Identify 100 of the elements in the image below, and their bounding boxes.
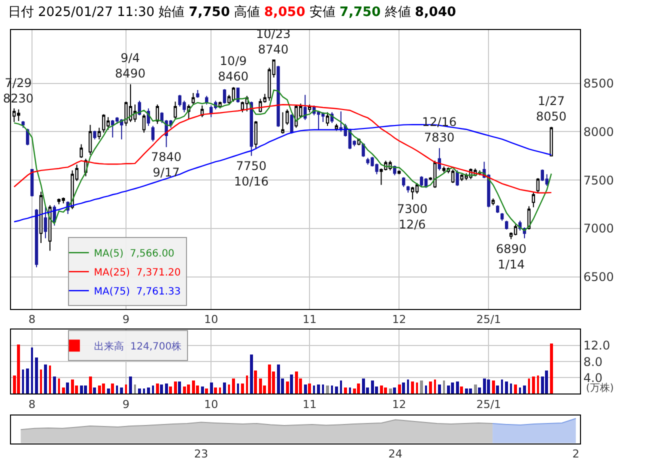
candlestick — [398, 170, 401, 175]
bar — [241, 383, 244, 394]
bar — [138, 388, 141, 394]
bar — [228, 384, 230, 394]
bar — [286, 381, 289, 394]
candlestick — [151, 125, 155, 142]
bar — [214, 387, 217, 394]
candlestick — [487, 174, 490, 208]
bar — [447, 385, 450, 394]
y-tick-label: 8.0 — [583, 354, 602, 369]
bar — [380, 385, 383, 394]
candlestick — [98, 127, 101, 140]
x-tick-label: 25/1 — [476, 398, 502, 411]
y-axis-title: (万株) — [586, 382, 614, 394]
bar — [31, 347, 33, 394]
bar — [528, 378, 530, 394]
bar — [129, 376, 132, 394]
x-tick-label: 11 — [302, 398, 317, 411]
bar — [169, 386, 172, 394]
y-tick-label: 7500 — [583, 173, 614, 188]
candlestick — [80, 144, 83, 158]
bar — [451, 382, 454, 394]
bar — [425, 385, 427, 394]
bar — [62, 387, 65, 394]
y-tick-label: 4.0 — [583, 370, 602, 385]
bar — [514, 384, 517, 394]
annotation: 7300 12/6 — [397, 202, 428, 232]
candlestick — [290, 114, 294, 134]
bar — [398, 384, 401, 394]
bar — [523, 385, 526, 394]
candlestick — [326, 112, 330, 126]
bar — [58, 378, 60, 394]
bar — [492, 380, 495, 394]
bar — [407, 379, 409, 394]
candlestick — [222, 88, 226, 104]
bar — [357, 383, 360, 394]
bar — [205, 388, 208, 394]
x-tick-label: 23 — [194, 447, 208, 460]
candlestick — [142, 114, 146, 134]
bar — [326, 385, 329, 394]
bar — [250, 354, 253, 394]
bar — [478, 387, 481, 394]
bar — [107, 388, 110, 394]
bar — [125, 384, 127, 394]
bar — [174, 381, 177, 394]
bar — [344, 387, 347, 394]
bar — [537, 375, 539, 394]
bar — [331, 385, 333, 394]
candlestick — [500, 212, 504, 222]
candlestick — [438, 148, 442, 171]
candlestick — [496, 204, 500, 214]
bar — [268, 364, 271, 394]
bar — [438, 384, 441, 394]
bar — [35, 357, 38, 394]
bar — [474, 384, 477, 394]
bar — [223, 382, 226, 394]
candlestick — [545, 174, 548, 186]
bar — [178, 381, 181, 394]
bar — [143, 388, 145, 394]
bar — [120, 387, 123, 394]
bar — [147, 387, 150, 394]
x-tick-label: 24 — [388, 447, 402, 460]
x-tick-label: 10 — [204, 313, 218, 326]
bar — [160, 384, 163, 394]
bar — [416, 382, 418, 394]
bar — [187, 384, 190, 394]
candlestick — [254, 120, 258, 150]
candlestick — [88, 124, 92, 156]
annotation: 10/9 8460 — [218, 54, 249, 84]
bar — [487, 379, 490, 394]
legend-label: 出来高 124,700株 — [94, 340, 182, 353]
bar — [89, 376, 92, 394]
bar — [501, 379, 503, 394]
bar — [152, 385, 154, 394]
candlestick — [286, 108, 289, 126]
bar — [53, 376, 56, 394]
bar — [254, 370, 257, 394]
bar — [317, 384, 320, 394]
bar — [465, 388, 468, 394]
y-tick-label: 8000 — [583, 124, 614, 139]
bar — [93, 387, 96, 394]
bar — [259, 378, 262, 394]
x-tick-label: 9 — [122, 313, 130, 326]
x-tick-label: 8 — [28, 398, 36, 411]
bar — [402, 382, 405, 394]
bar — [322, 384, 324, 394]
bar — [17, 344, 20, 394]
candlestick — [420, 176, 424, 188]
x-tick-label: 9 — [122, 398, 130, 411]
bar — [192, 380, 195, 394]
bar — [545, 370, 548, 394]
legend-label: MA(25) 7,371.20 — [94, 267, 181, 278]
y-tick-label: 7000 — [583, 222, 614, 236]
candlestick — [492, 198, 495, 206]
bar — [389, 388, 392, 394]
bar — [116, 385, 118, 394]
legend-label: MA(75) 7,761.33 — [94, 286, 181, 298]
candlestick — [62, 197, 65, 204]
bar — [443, 380, 445, 394]
y-tick-label: 6500 — [583, 270, 614, 284]
